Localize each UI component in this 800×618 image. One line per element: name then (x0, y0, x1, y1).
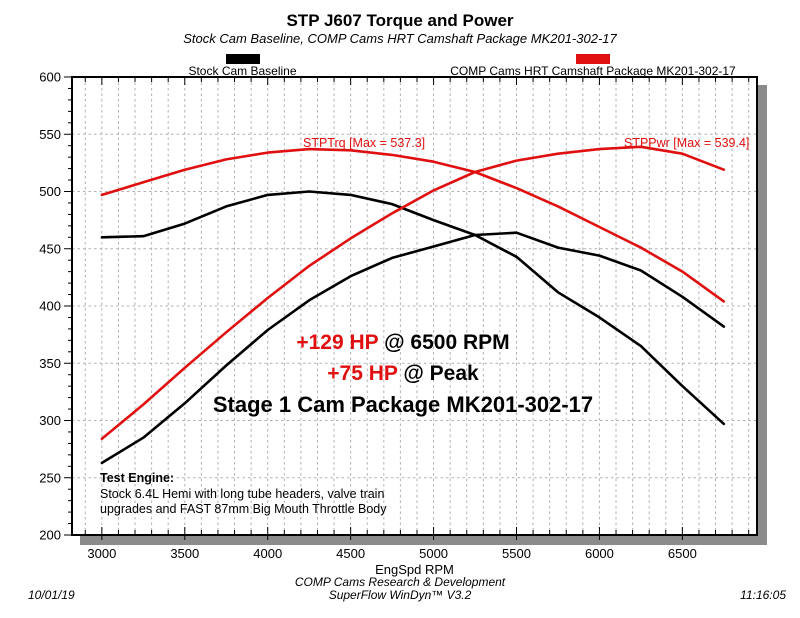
curve-stock-power (100, 231, 726, 465)
plot-frame (71, 76, 758, 536)
legend-swatch-stock (225, 54, 260, 64)
y-tick-label: 450 (39, 241, 61, 256)
gain-at-peak-suffix: @ Peak (397, 362, 479, 385)
gain-at-6500-suffix: @ 6500 RPM (378, 331, 510, 354)
plot-shadow (80, 85, 767, 545)
y-tick-label: 350 (39, 356, 61, 371)
y-tick-label: 600 (39, 70, 61, 85)
legend-swatch-comp (576, 54, 610, 64)
grid-layer (72, 77, 757, 535)
curve-stock-torque (100, 190, 726, 426)
footer-company: COMP Cams Research & Development (294, 575, 506, 589)
x-tick-label: 5500 (502, 546, 531, 561)
cam-package-annotation: Stage 1 Cam Package MK201-302-17 (212, 392, 594, 417)
x-tick-label: 5000 (419, 546, 448, 561)
test-engine-title: Test Engine: (100, 471, 175, 485)
curve-comp-power (100, 145, 726, 441)
x-tick-label: 6500 (668, 546, 697, 561)
x-tick-label: 6000 (585, 546, 614, 561)
x-tick-label: 4000 (253, 546, 282, 561)
test-engine-line2: upgrades and FAST 87mm Big Mouth Throttl… (100, 502, 387, 516)
y-tick-label: 300 (39, 413, 61, 428)
footer-time: 11:16:05 (740, 588, 786, 602)
y-tick-label: 550 (39, 127, 61, 142)
legend-label-stock: Stock Cam Baseline (188, 64, 297, 78)
gain-at-peak-value: +75 HP (327, 362, 398, 385)
y-tick-label: 200 (39, 528, 61, 543)
chart-subtitle: Stock Cam Baseline, COMP Cams HRT Camsha… (183, 31, 617, 46)
legend-label-comp: COMP Cams HRT Camshaft Package MK201-302… (450, 64, 736, 78)
x-axis-title: EngSpd RPM (375, 562, 454, 577)
footer-date: 10/01/19 (28, 588, 75, 602)
test-engine-line1: Stock 6.4L Hemi with long tube headers, … (100, 486, 385, 501)
power-max-annotation: STPPwr [Max = 539.4] (624, 136, 750, 150)
gain-at-peak-annotation: +75 HP @ Peak (327, 362, 478, 386)
legend-entry-comp: COMP Cams HRT Camshaft Package MK201-302… (427, 54, 759, 78)
test-engine-note: Test Engine: Stock 6.4L Hemi with long t… (100, 471, 387, 518)
y-tick-label: 250 (39, 470, 61, 485)
footer-software: SuperFlow WinDyn™ V3.2 (328, 588, 472, 602)
y-tick-label: 400 (39, 299, 61, 314)
y-tick-label: 500 (39, 184, 61, 199)
x-tick-label: 4500 (336, 546, 365, 561)
x-tick-label: 3000 (87, 546, 116, 561)
gain-at-6500-value: +129 HP (296, 331, 379, 354)
x-tick-label: 3500 (170, 546, 199, 561)
chart-title: STP J607 Torque and Power (286, 11, 514, 30)
curve-comp-torque (100, 147, 726, 303)
gain-at-6500-annotation: +129 HP @ 6500 RPM (296, 331, 509, 355)
axis-labels: 3000 3500 4000 4500 5000 5500 6000 6500 200 250 30… (39, 70, 697, 578)
legend-entry-stock: Stock Cam Baseline (160, 54, 325, 78)
torque-max-annotation: STPTrq [Max = 537.3] (303, 136, 426, 150)
